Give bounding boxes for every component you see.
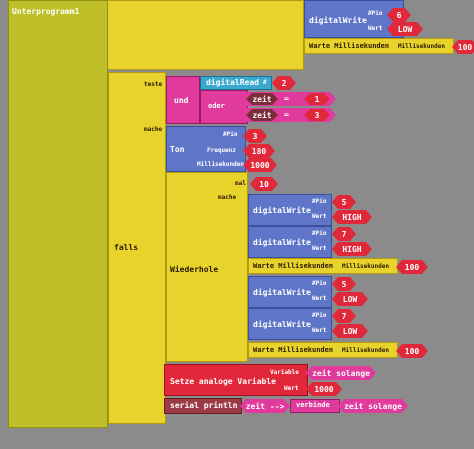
top-statement-column[interactable] xyxy=(108,0,304,70)
loop-dw2-pin-label: #Pin xyxy=(312,230,327,237)
digitalread-block[interactable] xyxy=(200,76,272,90)
set-variable-var-label: Variable xyxy=(270,369,299,376)
set-variable-block[interactable] xyxy=(164,364,308,396)
and-label: und xyxy=(174,96,189,105)
loop-warte2-value[interactable]: 100 xyxy=(396,344,428,358)
loop-dw2-pin[interactable]: 7 xyxy=(332,227,356,241)
compare1-value[interactable]: 1 xyxy=(304,93,330,105)
repeat-block[interactable] xyxy=(166,172,248,362)
function-name-label: Unterprogramm1 xyxy=(12,7,80,16)
compare2-value[interactable]: 3 xyxy=(304,109,330,121)
repeat-count-value[interactable]: 10 xyxy=(250,177,278,191)
repeat-mal-label: mal xyxy=(235,180,246,187)
loop-warte2-ms-label: Millisekunden xyxy=(342,347,389,354)
verbinde-label: verbinde xyxy=(296,401,330,409)
if-block[interactable] xyxy=(108,72,166,424)
loop-dw2-wert-label: Wert xyxy=(312,245,327,252)
ton-pin-value[interactable]: 3 xyxy=(243,129,267,143)
compare1-op: = xyxy=(284,94,289,103)
loop-dw3-wert[interactable]: LOW xyxy=(332,292,368,306)
compare2-op: = xyxy=(284,110,289,119)
ton-frequenz-value[interactable]: 180 xyxy=(243,144,275,158)
loop-warte2-label: Warte Millisekunden xyxy=(253,346,334,354)
loop-dw3-label: digitalWrite xyxy=(253,288,311,297)
ton-frequenz-label: Frequenz xyxy=(207,147,236,154)
loop-dw1-block[interactable] xyxy=(248,194,332,226)
top-dw-pin-label: #Pin xyxy=(368,10,383,17)
if-mache-label: mache xyxy=(144,126,163,133)
loop-dw1-pin[interactable]: 5 xyxy=(332,195,356,209)
loop-warte1-value[interactable]: 100 xyxy=(396,260,428,274)
ton-ms-label: Millisekunden xyxy=(197,161,244,168)
digitalread-hash-label: # xyxy=(263,79,267,86)
loop-dw2-label: digitalWrite xyxy=(253,238,311,247)
top-digitalwrite-block[interactable] xyxy=(304,0,404,38)
top-dw-pin-value[interactable]: 6 xyxy=(387,8,411,22)
loop-dw2-block[interactable] xyxy=(248,226,332,258)
set-variable-wert-value[interactable]: 1000 xyxy=(306,382,342,396)
serial-arg1[interactable]: zeit --> xyxy=(240,399,290,413)
ton-block[interactable] xyxy=(166,126,246,172)
if-falls-label: falls xyxy=(114,243,139,252)
function-block-unterprogramm[interactable] xyxy=(8,0,108,428)
and-block[interactable] xyxy=(166,76,200,124)
loop-dw4-wert[interactable]: LOW xyxy=(332,324,368,338)
top-warte-label: Warte Millisekunden xyxy=(309,42,390,50)
set-variable-var-value[interactable]: zeit solange xyxy=(306,366,376,380)
loop-warte1-label: Warte Millisekunden xyxy=(253,262,334,270)
loop-warte1-ms-label: Millisekunden xyxy=(342,263,389,270)
loop-dw4-wert-label: Wert xyxy=(312,327,327,334)
loop-dw4-pin-label: #Pin xyxy=(312,312,327,319)
serial-println-label: serial println xyxy=(170,401,238,410)
set-variable-label: Setze analoge Variable xyxy=(170,377,276,386)
loop-dw3-wert-label: Wert xyxy=(312,295,327,302)
ton-ms-value[interactable]: 1000 xyxy=(243,158,277,172)
loop-dw4-label: digitalWrite xyxy=(253,320,311,329)
repeat-mache-label: mache xyxy=(218,194,237,201)
top-digitalwrite-label: digitalWrite xyxy=(309,16,367,25)
loop-dw3-pin[interactable]: 5 xyxy=(332,277,356,291)
top-dw-wert-value[interactable]: LOW xyxy=(387,22,423,36)
compare2-var[interactable]: zeit xyxy=(246,109,278,121)
ton-pin-label: #Pin xyxy=(223,131,238,138)
top-warte-ms-label: Millisekunden xyxy=(398,43,445,50)
loop-dw3-block[interactable] xyxy=(248,276,332,308)
loop-dw4-block[interactable] xyxy=(248,308,332,340)
top-warte-ms-value[interactable]: 100 xyxy=(452,40,474,54)
digitalread-label: digitalRead xyxy=(206,78,259,87)
or-label: oder xyxy=(208,102,225,110)
compare1-var[interactable]: zeit xyxy=(246,93,278,105)
ton-label: Ton xyxy=(170,145,185,154)
serial-arg2[interactable]: zeit solange xyxy=(338,399,408,413)
set-variable-wert-label: Wert xyxy=(284,385,299,392)
loop-dw1-wert[interactable]: HIGH xyxy=(332,210,372,224)
digitalread-pin-value[interactable]: 2 xyxy=(272,76,296,90)
loop-dw4-pin[interactable]: 7 xyxy=(332,309,356,323)
loop-dw3-pin-label: #Pin xyxy=(312,280,327,287)
loop-dw2-wert[interactable]: HIGH xyxy=(332,242,372,256)
or-block[interactable] xyxy=(200,90,248,124)
if-teste-label: teste xyxy=(144,81,163,88)
loop-dw1-label: digitalWrite xyxy=(253,206,311,215)
repeat-label: Wiederhole xyxy=(170,265,219,274)
loop-dw1-pin-label: #Pin xyxy=(312,198,327,205)
loop-dw1-wert-label: Wert xyxy=(312,213,327,220)
top-dw-wert-label: Wert xyxy=(368,25,383,32)
